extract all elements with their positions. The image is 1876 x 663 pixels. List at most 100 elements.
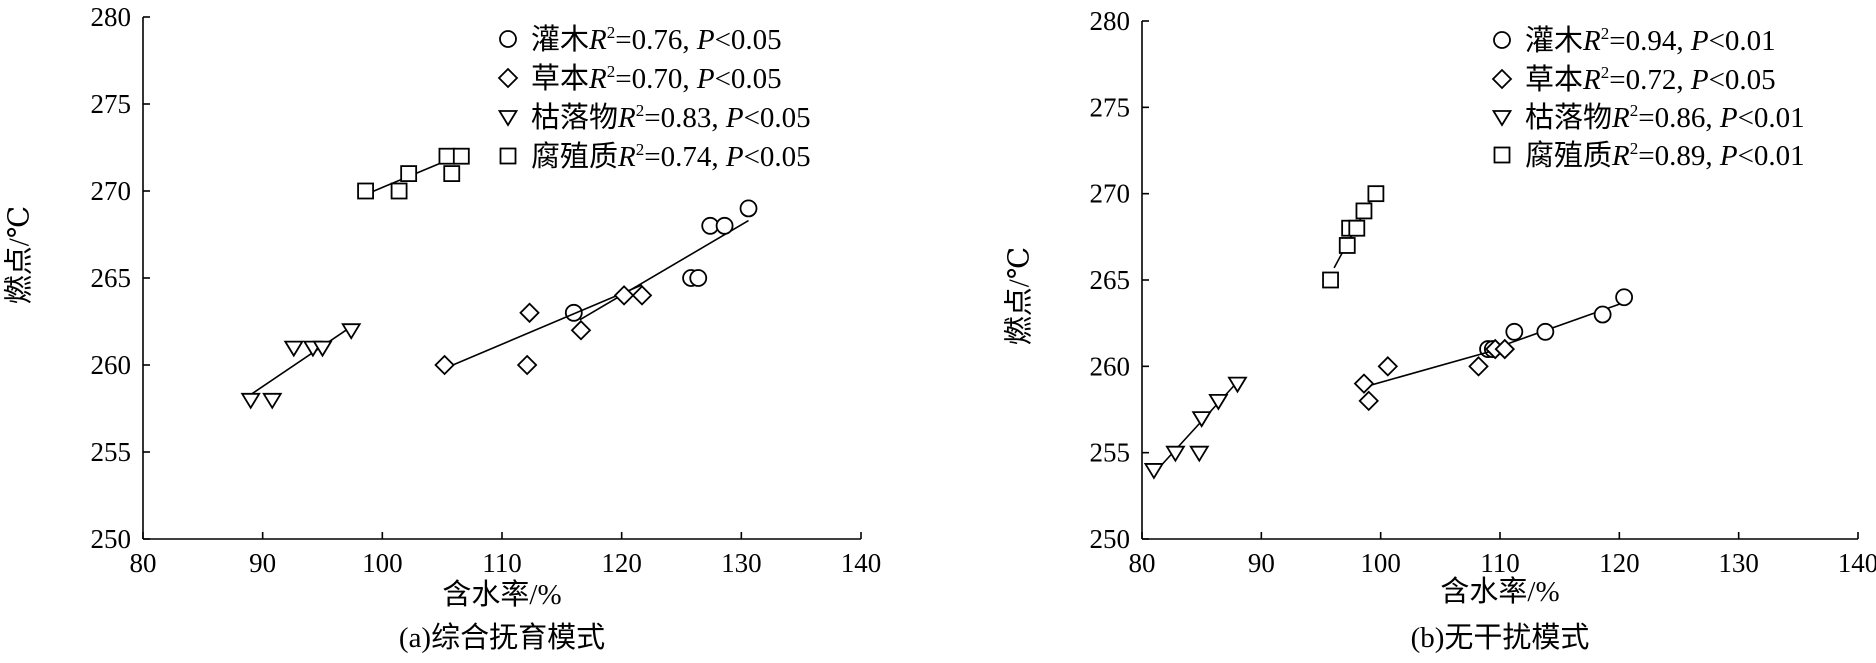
data-point-square bbox=[400, 165, 418, 183]
legend-label: 枯落物R2=0.83, P<0.05 bbox=[531, 101, 811, 134]
fit-line bbox=[579, 219, 749, 321]
legend-label: 枯落物R2=0.86, P<0.01 bbox=[1525, 101, 1805, 134]
x-tick-label: 90 bbox=[1248, 548, 1275, 578]
legend-p-value: <0.05 bbox=[744, 141, 811, 173]
data-point-triangle bbox=[1165, 445, 1186, 463]
data-point-square bbox=[1367, 185, 1385, 203]
data-point-circle bbox=[1505, 322, 1524, 341]
y-tick-label: 280 bbox=[1090, 6, 1131, 36]
series-circle bbox=[564, 199, 758, 322]
y-tick-label: 250 bbox=[91, 524, 132, 554]
data-point-diamond bbox=[613, 285, 635, 306]
legend-marker-triangle bbox=[1491, 110, 1513, 127]
legend-entry: 腐殖质R2=0.74, P<0.05 bbox=[499, 140, 811, 173]
data-point-diamond bbox=[631, 285, 653, 306]
data-point-circle bbox=[689, 269, 708, 287]
data-point-square bbox=[357, 182, 374, 200]
data-point-square bbox=[390, 182, 408, 200]
data-point-diamond bbox=[1358, 390, 1380, 412]
legend-marker-circle bbox=[1493, 31, 1511, 49]
legend-series-name: 枯落物 bbox=[531, 101, 618, 134]
data-point-circle bbox=[1615, 288, 1634, 307]
data-point-diamond bbox=[519, 302, 540, 324]
y-tick-label: 250 bbox=[1090, 524, 1131, 554]
data-point-circle bbox=[1536, 322, 1555, 341]
panel-a: 80 90 100 110 120 130 140 250 255 260 265 270 275 280… bbox=[3, 2, 882, 654]
y-axis-label: 燃点/℃ bbox=[1003, 247, 1036, 346]
y-tick-label: 275 bbox=[91, 89, 132, 119]
data-point-triangle bbox=[283, 340, 304, 358]
legend-series-name: 草本 bbox=[531, 62, 589, 95]
data-point-triangle bbox=[1143, 463, 1165, 480]
y-tick-label: 265 bbox=[1090, 265, 1131, 295]
fit-line bbox=[1363, 346, 1505, 388]
data-point-square bbox=[1355, 202, 1373, 220]
data-point-circle bbox=[1593, 305, 1612, 324]
legend-p-value: <0.01 bbox=[1738, 140, 1805, 172]
legend-entry: 枯落物R2=0.86, P<0.01 bbox=[1491, 101, 1805, 134]
panel-caption: (a)综合抚育模式 bbox=[399, 621, 605, 654]
legend-r2-value: 0.76 bbox=[632, 24, 683, 56]
legend-series-name: 灌木 bbox=[1525, 24, 1583, 57]
y-tick-label: 280 bbox=[91, 2, 132, 32]
legend-marker-square bbox=[499, 147, 517, 165]
data-point-triangle bbox=[1227, 376, 1248, 394]
data-point-diamond bbox=[516, 354, 538, 376]
data-point-diamond bbox=[1353, 373, 1375, 394]
data-point-circle bbox=[715, 216, 734, 235]
x-tick-label: 140 bbox=[841, 548, 882, 578]
data-point-square bbox=[452, 147, 470, 165]
legend-p-value: <0.05 bbox=[744, 102, 811, 134]
legend-series-name: 草本 bbox=[1525, 63, 1583, 96]
legend-label: 腐殖质R2=0.74, P<0.05 bbox=[531, 140, 811, 173]
legend-label: 草本R2=0.70, P<0.05 bbox=[531, 62, 782, 95]
data-point-square bbox=[1322, 271, 1339, 289]
x-tick-label: 120 bbox=[1599, 548, 1640, 578]
legend-entry: 草本R2=0.70, P<0.05 bbox=[497, 62, 782, 95]
x-tick-label: 80 bbox=[130, 548, 157, 578]
x-tick-label: 110 bbox=[482, 548, 522, 578]
legend-r2-value: 0.74 bbox=[661, 141, 712, 173]
legend-r2-value: 0.89 bbox=[1655, 140, 1706, 172]
legend-p-value: <0.05 bbox=[715, 63, 782, 95]
data-point-square bbox=[1338, 237, 1356, 254]
y-tick-label: 260 bbox=[1090, 351, 1131, 381]
series-triangle bbox=[1143, 376, 1248, 480]
data-point-triangle bbox=[341, 323, 362, 340]
y-tick-label: 255 bbox=[1090, 438, 1131, 468]
legend-marker-triangle bbox=[497, 110, 519, 127]
data-point-circle bbox=[739, 199, 758, 218]
x-tick-label: 90 bbox=[249, 548, 276, 578]
x-axis-label: 含水率/% bbox=[442, 578, 561, 611]
y-tick-label: 260 bbox=[91, 350, 132, 380]
legend-marker-circle bbox=[499, 30, 517, 48]
legend-p-value: <0.01 bbox=[1738, 102, 1805, 134]
fit-line bbox=[444, 284, 643, 370]
legend-entry: 灌木R2=0.76, P<0.05 bbox=[499, 23, 782, 56]
series-diamond bbox=[434, 284, 653, 376]
series-square bbox=[357, 147, 470, 200]
legend-entry: 腐殖质R2=0.89, P<0.01 bbox=[1493, 139, 1805, 172]
legend-series-name: 枯落物 bbox=[1525, 101, 1612, 134]
x-tick-label: 140 bbox=[1838, 548, 1876, 578]
legend-p-value: <0.05 bbox=[715, 24, 782, 56]
series-triangle bbox=[240, 323, 362, 410]
y-tick-label: 270 bbox=[91, 176, 132, 206]
y-tick-label: 265 bbox=[91, 263, 132, 293]
x-tick-label: 120 bbox=[601, 548, 642, 578]
fit-line bbox=[250, 326, 352, 396]
x-axis-label: 含水率/% bbox=[1440, 575, 1559, 608]
x-tick-label: 100 bbox=[1360, 548, 1401, 578]
y-axis-label: 燃点/℃ bbox=[3, 206, 36, 305]
legend-r2-value: 0.94 bbox=[1626, 25, 1677, 57]
legend-label: 灌木R2=0.94, P<0.01 bbox=[1525, 24, 1776, 57]
legend-r2-value: 0.72 bbox=[1626, 64, 1677, 96]
legend-r2-value: 0.83 bbox=[661, 102, 712, 134]
data-point-triangle bbox=[262, 392, 283, 410]
legend-entry: 枯落物R2=0.83, P<0.05 bbox=[497, 101, 811, 134]
legend-p-value: <0.01 bbox=[1709, 25, 1776, 57]
data-point-diamond bbox=[1468, 356, 1489, 377]
legend-label: 草本R2=0.72, P<0.05 bbox=[1525, 63, 1776, 96]
series-diamond bbox=[1353, 338, 1516, 412]
